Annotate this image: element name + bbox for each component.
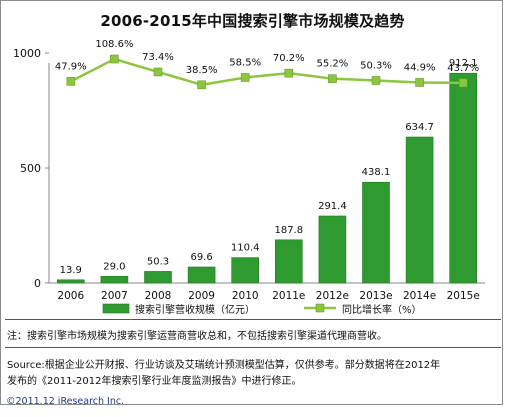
chart-note: 注：搜索引擎市场规模为搜索引擎运营商营收总和，不包括搜索引擎渠道代理商营收。	[7, 331, 387, 342]
bar-value-label: 13.9	[60, 265, 82, 276]
y-tick-label: 0	[34, 277, 41, 290]
growth-rate-label: 70.2%	[273, 53, 305, 64]
bar-value-label: 438.1	[362, 167, 391, 178]
growth-rate-label: 47.9%	[55, 61, 87, 72]
growth-rate-point	[197, 80, 206, 90]
bar	[449, 72, 478, 284]
source-line-1: Source:根据企业公开财报、行业访谈及艾瑞统计预测模型估算，仅供参考。部分数…	[7, 360, 441, 371]
growth-rate-label: 43.7%	[447, 63, 479, 74]
y-tick-label: 1000	[13, 47, 41, 60]
chart-frame: 2006-2015年中国搜索引擎市场规模及趋势 0 500 1000 13.9 2006…	[0, 0, 503, 405]
bar-value-label: 29.0	[103, 261, 125, 272]
x-tick-label: 2009	[188, 290, 215, 302]
growth-rate-label: 50.3%	[360, 60, 392, 71]
x-tick-label: 2012e	[316, 290, 349, 302]
growth-rate-point	[458, 78, 468, 88]
growth-rate-point	[153, 67, 163, 77]
bar-value-label: 110.4	[231, 243, 260, 254]
separator-line	[5, 319, 501, 320]
x-tick-label: 2014e	[403, 290, 436, 302]
bar	[56, 279, 85, 284]
bar	[318, 215, 347, 284]
growth-rate-point	[110, 54, 119, 64]
x-tick-label: 2008	[145, 290, 172, 302]
growth-rate-label: 58.5%	[229, 57, 261, 68]
legend-bar-label: 搜索引擎营收规模（亿元）	[135, 303, 255, 316]
bar	[362, 181, 390, 284]
copyright: ©2011.12 iResearch Inc.	[6, 396, 125, 407]
growth-rate-label: 55.2%	[317, 59, 349, 70]
bar	[187, 266, 216, 284]
bar-value-label: 69.6	[190, 252, 212, 263]
growth-rate-point	[328, 74, 337, 83]
legend-line-label: 同比增长率（%）	[342, 303, 422, 316]
x-tick-label: 2013e	[359, 290, 392, 302]
legend-line-marker	[315, 303, 325, 313]
x-tick-label: 2007	[101, 290, 128, 302]
source-line-2: 发布的《2011-2012年搜索引擎行业年度监测报告》中进行修正。	[7, 376, 302, 387]
x-tick-label: 2010	[232, 290, 259, 302]
separator-line	[5, 347, 501, 348]
growth-rate-point	[371, 76, 381, 85]
bar	[274, 239, 303, 284]
bar	[405, 136, 434, 284]
growth-rate-label: 38.5%	[186, 65, 218, 76]
bar-value-label: 50.3	[147, 256, 169, 267]
x-tick-label: 2011e	[272, 290, 305, 302]
bar	[144, 271, 172, 284]
growth-rate-label: 44.9%	[404, 62, 436, 73]
chart-title: 2006-2015年中国搜索引擎市场规模及趋势	[100, 12, 405, 30]
growth-rate-point	[415, 78, 424, 87]
bar	[100, 276, 129, 284]
x-tick-label: 2015e	[447, 290, 480, 302]
growth-rate-point	[240, 73, 250, 82]
chart-plot: 0 500 1000 13.9 2006 29.0 2007 50.3 2008 69.6 2009…	[13, 39, 485, 316]
growth-rate-label: 73.4%	[142, 52, 174, 63]
growth-rate-point	[66, 77, 76, 86]
bar-value-label: 912.1	[449, 58, 478, 69]
growth-rate-label: 108.6%	[95, 39, 133, 50]
x-tick-label: 2006	[57, 290, 84, 302]
bar-value-label: 634.7	[405, 122, 434, 133]
bar	[231, 257, 259, 284]
bar-value-label: 291.4	[318, 201, 347, 212]
growth-rate-line	[70, 57, 464, 87]
y-tick-label: 500	[20, 162, 41, 175]
growth-rate-point	[284, 68, 294, 78]
bar-value-label: 187.8	[274, 225, 303, 236]
legend-bar-swatch	[102, 303, 130, 314]
